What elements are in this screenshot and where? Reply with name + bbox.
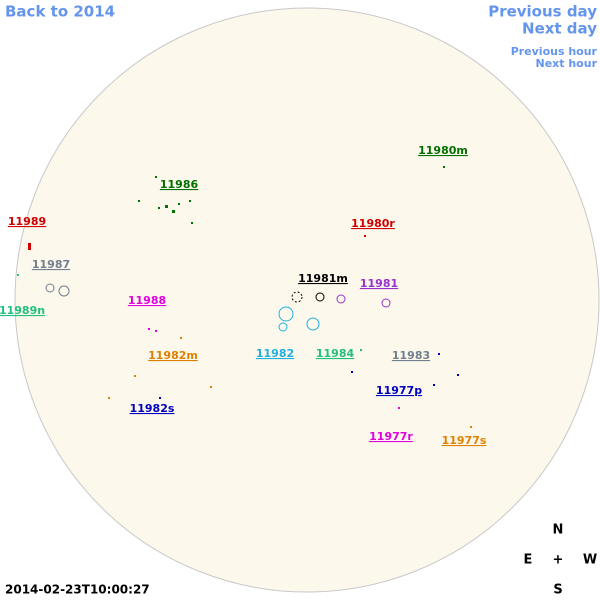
region-label: 11987	[32, 258, 70, 271]
compass-north: N	[553, 523, 564, 538]
region-label: 11988	[128, 294, 166, 307]
region-label: 11984	[316, 347, 355, 360]
region-label: 11982m	[148, 349, 198, 362]
previous-day-link[interactable]: Previous day	[488, 3, 597, 21]
back-link[interactable]: Back to 2014	[5, 3, 115, 21]
previous-hour-link[interactable]: Previous hour	[511, 45, 598, 58]
region-label: 11983	[392, 349, 430, 362]
sunspots	[17, 166, 472, 428]
compass-east: E	[524, 553, 533, 568]
compass-south: S	[553, 583, 562, 598]
region-label: 11980m	[418, 144, 468, 157]
compass-west: W	[583, 553, 597, 568]
region-label: 11981m	[298, 272, 348, 285]
next-day-link[interactable]: Next day	[522, 20, 597, 38]
timestamp: 2014-02-23T10:00:27	[5, 583, 150, 597]
region-label: 11989n	[0, 304, 45, 317]
region-label: 11986	[160, 178, 199, 191]
region-label: 11977r	[369, 430, 413, 443]
region-label: 11977p	[376, 384, 422, 397]
region-label: 11981	[360, 277, 398, 290]
region-label: 11980r	[351, 217, 395, 230]
region-label: 11977s	[442, 434, 487, 447]
next-hour-link[interactable]: Next hour	[536, 57, 598, 70]
region-label: 11982	[256, 347, 294, 360]
region-label: 11989	[8, 215, 46, 228]
compass-center: +	[553, 553, 564, 568]
solar-disk	[14, 7, 600, 593]
region-label: 11982s	[130, 402, 175, 415]
